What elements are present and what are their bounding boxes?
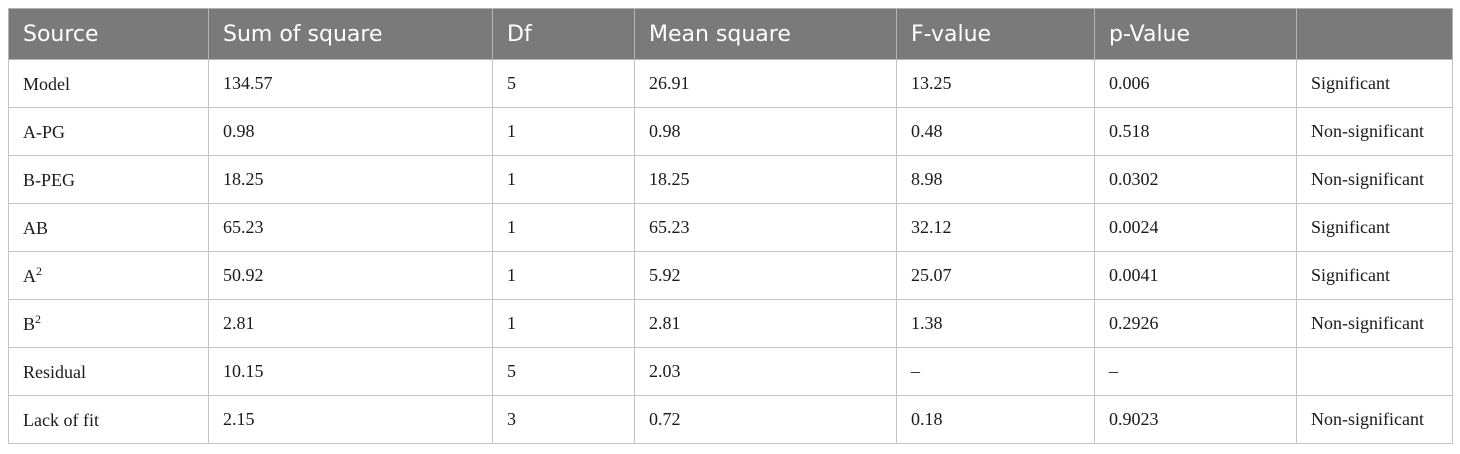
cell-significance: Non-significant (1296, 155, 1453, 204)
cell-significance: Significant (1296, 203, 1453, 252)
cell-sum-of-square: 50.92 (208, 251, 493, 300)
header-source: Source (8, 8, 209, 60)
cell-sum-of-square: 0.98 (208, 107, 493, 156)
cell-sum-of-square: 2.15 (208, 395, 493, 444)
cell-df: 3 (492, 395, 635, 444)
cell-source: A2 (8, 251, 209, 300)
cell-mean-square: 18.25 (634, 155, 897, 204)
cell-source: B-PEG (8, 155, 209, 204)
cell-significance: Non-significant (1296, 107, 1453, 156)
cell-df: 1 (492, 155, 635, 204)
cell-f-value: – (896, 347, 1095, 396)
table-row: B-PEG 18.25 1 18.25 8.98 0.0302 Non-sign… (8, 155, 1453, 204)
table-row: Lack of fit 2.15 3 0.72 0.18 0.9023 Non-… (8, 395, 1453, 444)
cell-mean-square: 0.72 (634, 395, 897, 444)
cell-sum-of-square: 65.23 (208, 203, 493, 252)
cell-mean-square: 65.23 (634, 203, 897, 252)
cell-f-value: 32.12 (896, 203, 1095, 252)
cell-source: A-PG (8, 107, 209, 156)
header-significance (1296, 8, 1453, 60)
cell-significance (1296, 347, 1453, 396)
cell-sum-of-square: 2.81 (208, 299, 493, 348)
cell-significance: Significant (1296, 59, 1453, 108)
cell-f-value: 13.25 (896, 59, 1095, 108)
cell-f-value: 0.18 (896, 395, 1095, 444)
cell-p-value: 0.006 (1094, 59, 1297, 108)
header-sum-of-square: Sum of square (208, 8, 493, 60)
cell-mean-square: 2.03 (634, 347, 897, 396)
cell-mean-square: 0.98 (634, 107, 897, 156)
cell-df: 5 (492, 59, 635, 108)
cell-p-value: 0.0041 (1094, 251, 1297, 300)
table-row: A-PG 0.98 1 0.98 0.48 0.518 Non-signific… (8, 107, 1453, 156)
cell-significance: Non-significant (1296, 395, 1453, 444)
cell-f-value: 1.38 (896, 299, 1095, 348)
cell-source: AB (8, 203, 209, 252)
cell-df: 5 (492, 347, 635, 396)
cell-source: Residual (8, 347, 209, 396)
cell-source: B2 (8, 299, 209, 348)
cell-df: 1 (492, 299, 635, 348)
cell-p-value: 0.0302 (1094, 155, 1297, 204)
source-label: B (23, 314, 36, 334)
cell-sum-of-square: 10.15 (208, 347, 493, 396)
cell-f-value: 8.98 (896, 155, 1095, 204)
cell-sum-of-square: 18.25 (208, 155, 493, 204)
source-label: AB (23, 218, 49, 238)
source-label: B-PEG (23, 170, 76, 190)
header-row: Source Sum of square Df Mean square F-va… (8, 8, 1453, 60)
cell-df: 1 (492, 251, 635, 300)
header-f-value: F-value (896, 8, 1095, 60)
source-label: A-PG (23, 122, 66, 142)
source-superscript: 2 (35, 312, 42, 326)
cell-df: 1 (492, 107, 635, 156)
table-row: AB 65.23 1 65.23 32.12 0.0024 Significan… (8, 203, 1453, 252)
cell-df: 1 (492, 203, 635, 252)
header-p-value: p-Value (1094, 8, 1297, 60)
cell-significance: Significant (1296, 251, 1453, 300)
cell-mean-square: 26.91 (634, 59, 897, 108)
source-label: Model (23, 74, 70, 94)
cell-source: Model (8, 59, 209, 108)
cell-f-value: 0.48 (896, 107, 1095, 156)
cell-p-value: 0.518 (1094, 107, 1297, 156)
source-superscript: 2 (36, 264, 42, 278)
source-label: A (23, 266, 36, 286)
cell-mean-square: 5.92 (634, 251, 897, 300)
table-row: Residual 10.15 5 2.03 – – (8, 347, 1453, 396)
cell-sum-of-square: 134.57 (208, 59, 493, 108)
source-label: Lack of fit (23, 410, 99, 430)
anova-table-container: Source Sum of square Df Mean square F-va… (8, 8, 1453, 444)
header-df: Df (492, 8, 635, 60)
cell-p-value: 0.0024 (1094, 203, 1297, 252)
cell-p-value: 0.2926 (1094, 299, 1297, 348)
source-label: Residual (23, 362, 86, 382)
table-row: Model 134.57 5 26.91 13.25 0.006 Signifi… (8, 59, 1453, 108)
cell-p-value: – (1094, 347, 1297, 396)
table-row: A2 50.92 1 5.92 25.07 0.0041 Significant (8, 251, 1453, 300)
anova-table: Source Sum of square Df Mean square F-va… (8, 8, 1453, 444)
table-row: B2 2.81 1 2.81 1.38 0.2926 Non-significa… (8, 299, 1453, 348)
cell-source: Lack of fit (8, 395, 209, 444)
cell-f-value: 25.07 (896, 251, 1095, 300)
cell-significance: Non-significant (1296, 299, 1453, 348)
header-mean-square: Mean square (634, 8, 897, 60)
cell-mean-square: 2.81 (634, 299, 897, 348)
cell-p-value: 0.9023 (1094, 395, 1297, 444)
